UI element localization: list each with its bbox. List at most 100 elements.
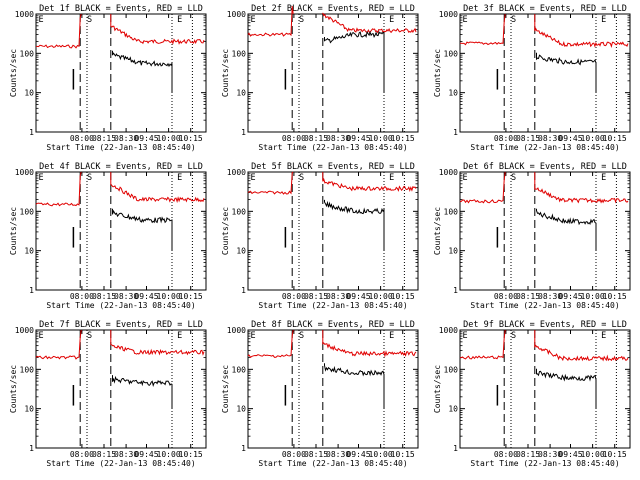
x-tick-label: 08:30 bbox=[326, 292, 350, 301]
event-marker-s: S bbox=[511, 173, 516, 183]
plot-frame bbox=[35, 329, 207, 449]
x-tick-label: 08:15 bbox=[92, 292, 116, 301]
y-tick-label: 1 bbox=[241, 444, 246, 453]
red-series-line bbox=[247, 5, 417, 37]
x-tick-label: 09:45 bbox=[134, 450, 158, 459]
plot-frame bbox=[247, 171, 419, 291]
y-tick-label: 1 bbox=[453, 286, 458, 295]
red-series-line bbox=[247, 171, 417, 195]
black-series-line bbox=[324, 199, 385, 251]
x-tick-label: 08:00 bbox=[282, 292, 306, 301]
x-tick-label: 10:15 bbox=[179, 292, 203, 301]
y-tick-label: 1 bbox=[241, 286, 246, 295]
x-axis-label: Start Time (22-Jan-13 08:45:40) bbox=[470, 143, 619, 152]
x-tick-label: 08:00 bbox=[494, 134, 518, 143]
chart-panel-2: Det 2f BLACK = Events, RED = LLD 1 10 100 10… bbox=[221, 4, 419, 152]
y-tick-label: 10 bbox=[448, 405, 458, 414]
x-tick-label: 08:15 bbox=[516, 134, 540, 143]
chart-panel-8: Det 8f BLACK = Events, RED = LLD 1 10 100 10… bbox=[221, 320, 419, 468]
x-tick-label: 10:00 bbox=[581, 292, 605, 301]
event-marker-s: S bbox=[299, 173, 304, 183]
black-series-line bbox=[112, 375, 173, 409]
x-axis-label: Start Time (22-Jan-13 08:45:40) bbox=[258, 301, 407, 310]
x-tick-label: 09:45 bbox=[346, 292, 370, 301]
x-tick-label: 09:45 bbox=[346, 450, 370, 459]
x-tick-label: 08:15 bbox=[92, 450, 116, 459]
y-tick-label: 100 bbox=[444, 365, 459, 374]
event-marker-e: E bbox=[39, 331, 44, 341]
event-marker-e: E bbox=[601, 15, 606, 25]
y-tick-label: 100 bbox=[20, 49, 35, 58]
event-marker-e: E bbox=[463, 173, 468, 183]
plot-frame bbox=[35, 171, 207, 291]
y-axis-label: Counts/sec bbox=[9, 207, 18, 255]
y-axis-label: Counts/sec bbox=[433, 207, 442, 255]
event-marker-e: E bbox=[177, 331, 182, 341]
x-tick-label: 10:00 bbox=[369, 450, 393, 459]
x-tick-label: 08:30 bbox=[538, 292, 562, 301]
x-tick-label: 10:15 bbox=[391, 450, 415, 459]
chart-title: Det 9f BLACK = Events, RED = LLD bbox=[463, 320, 627, 330]
event-marker-s: S bbox=[87, 15, 92, 25]
x-tick-label: 08:15 bbox=[304, 292, 328, 301]
chart-title: Det 8f BLACK = Events, RED = LLD bbox=[251, 320, 415, 330]
y-tick-label: 10 bbox=[236, 247, 246, 256]
x-tick-label: 08:00 bbox=[70, 292, 94, 301]
red-series-line bbox=[35, 329, 205, 360]
x-tick-label: 08:30 bbox=[114, 450, 138, 459]
chart-panel-7: Det 7f BLACK = Events, RED = LLD 1 10 100 10… bbox=[9, 320, 207, 468]
black-series-line bbox=[536, 52, 597, 93]
x-tick-label: 10:00 bbox=[581, 134, 605, 143]
red-series-line bbox=[247, 329, 417, 358]
chart-title: Det 4f BLACK = Events, RED = LLD bbox=[39, 162, 203, 172]
y-tick-label: 100 bbox=[20, 365, 35, 374]
black-series-line bbox=[536, 368, 597, 409]
y-tick-label: 10 bbox=[448, 247, 458, 256]
chart-title: Det 7f BLACK = Events, RED = LLD bbox=[39, 320, 203, 330]
y-tick-label: 1000 bbox=[439, 326, 458, 335]
chart-panel-9: Det 9f BLACK = Events, RED = LLD 1 10 100 10… bbox=[433, 320, 631, 468]
y-axis-label: Counts/sec bbox=[9, 365, 18, 413]
red-series-line bbox=[36, 13, 205, 49]
event-marker-e: E bbox=[251, 331, 256, 341]
event-marker-e: E bbox=[39, 173, 44, 183]
red-series-line bbox=[460, 13, 629, 48]
y-axis-label: Counts/sec bbox=[433, 365, 442, 413]
y-tick-label: 1000 bbox=[227, 326, 246, 335]
x-axis-label: Start Time (22-Jan-13 08:45:40) bbox=[46, 301, 195, 310]
x-tick-label: 08:15 bbox=[516, 450, 540, 459]
x-axis-label: Start Time (22-Jan-13 08:45:40) bbox=[470, 301, 619, 310]
x-tick-label: 08:15 bbox=[304, 134, 328, 143]
y-tick-label: 1000 bbox=[15, 168, 34, 177]
x-tick-label: 09:45 bbox=[134, 134, 158, 143]
y-tick-label: 1000 bbox=[15, 326, 34, 335]
x-tick-label: 08:00 bbox=[494, 292, 518, 301]
y-tick-label: 1000 bbox=[439, 10, 458, 19]
chart-panel-4: Det 4f BLACK = Events, RED = LLD 1 10 100 10… bbox=[9, 162, 207, 310]
x-tick-label: 10:00 bbox=[369, 292, 393, 301]
x-tick-label: 08:00 bbox=[282, 134, 306, 143]
x-axis-label: Start Time (22-Jan-13 08:45:40) bbox=[46, 459, 195, 468]
event-marker-e: E bbox=[601, 173, 606, 183]
y-axis-label: Counts/sec bbox=[9, 49, 18, 97]
event-marker-e: E bbox=[389, 173, 394, 183]
y-axis-label: Counts/sec bbox=[433, 49, 442, 97]
x-tick-label: 08:30 bbox=[114, 292, 138, 301]
x-tick-label: 10:15 bbox=[179, 134, 203, 143]
x-tick-label: 10:15 bbox=[603, 292, 627, 301]
x-tick-label: 08:15 bbox=[92, 134, 116, 143]
chart-title: Det 1f BLACK = Events, RED = LLD bbox=[39, 4, 203, 14]
event-marker-s: S bbox=[511, 331, 516, 341]
x-tick-label: 08:00 bbox=[494, 450, 518, 459]
black-series-line bbox=[536, 208, 597, 251]
chart-title: Det 2f BLACK = Events, RED = LLD bbox=[251, 4, 415, 14]
red-series-line bbox=[459, 171, 629, 204]
y-tick-label: 10 bbox=[24, 405, 34, 414]
event-marker-e: E bbox=[251, 173, 256, 183]
x-axis-label: Start Time (22-Jan-13 08:45:40) bbox=[258, 143, 407, 152]
x-tick-label: 10:00 bbox=[581, 450, 605, 459]
x-tick-label: 08:15 bbox=[304, 450, 328, 459]
chart-panel-5: Det 5f BLACK = Events, RED = LLD 1 10 100 10… bbox=[221, 162, 419, 310]
y-tick-label: 1000 bbox=[227, 10, 246, 19]
event-marker-e: E bbox=[389, 331, 394, 341]
